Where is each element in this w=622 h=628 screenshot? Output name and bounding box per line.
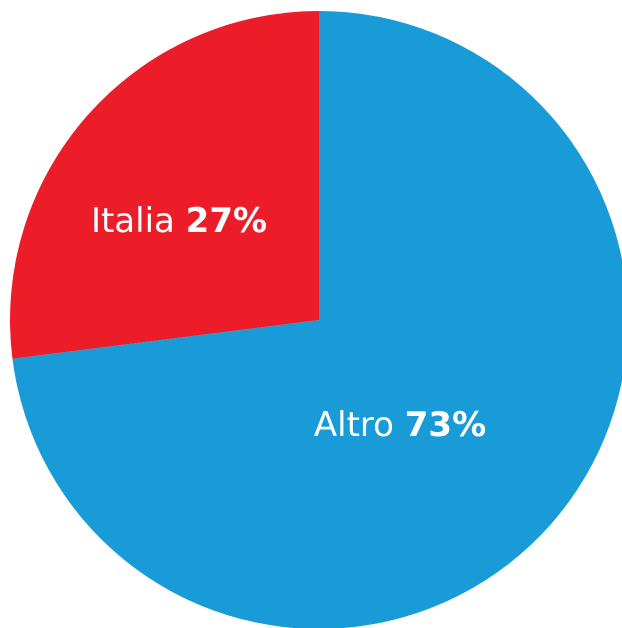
slice-percent: 73% [405, 405, 486, 445]
pie-labels: Altro 73% Italia 27% [91, 201, 486, 445]
slice-percent: 27% [186, 201, 267, 241]
slice-name: Italia [91, 201, 175, 241]
pie-label-altro: Altro 73% [314, 405, 486, 445]
pie-slice-italia [9, 11, 319, 359]
pie-label-italia: Italia 27% [91, 201, 267, 241]
slice-name: Altro [314, 405, 394, 445]
pie-slices [9, 11, 622, 628]
pie-slice-altro [12, 11, 622, 628]
